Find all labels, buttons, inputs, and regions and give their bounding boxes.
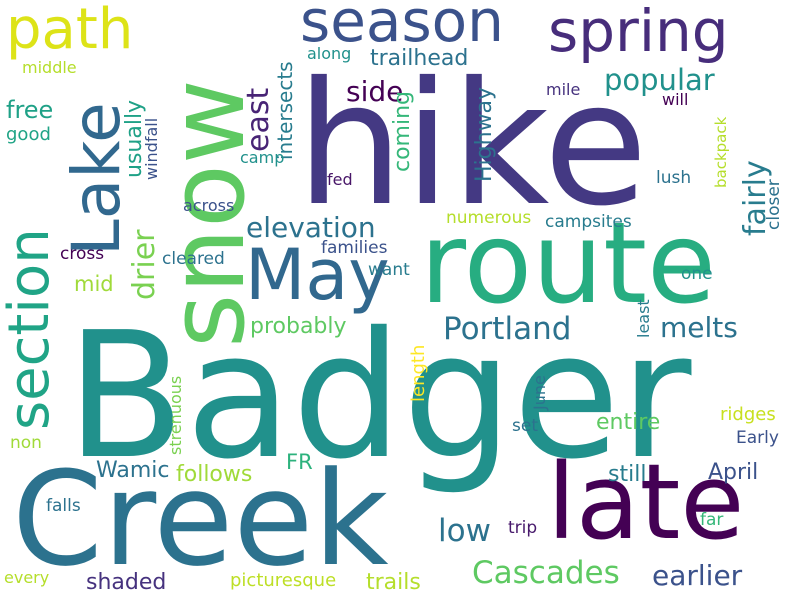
word-trailhead: trailhead — [370, 46, 469, 71]
word-lush: lush — [656, 168, 692, 188]
word-along: along — [307, 44, 352, 63]
word-drier: drier — [127, 229, 162, 300]
word-early: Early — [736, 428, 779, 448]
word-falls: falls — [46, 496, 81, 516]
word-east: east — [241, 87, 276, 152]
word-one: one — [681, 264, 713, 284]
word-shaded: shaded — [86, 570, 167, 595]
word-creek: Creek — [12, 443, 389, 595]
word-entire: entire — [596, 410, 661, 435]
word-section: section — [0, 228, 62, 430]
word-probably: probably — [250, 314, 347, 339]
word-badger: Badger — [66, 295, 692, 498]
word-free: free — [6, 96, 54, 124]
word-popular: popular — [604, 63, 715, 97]
word-closer: closer — [764, 179, 784, 230]
word-cross: cross — [60, 244, 105, 264]
word-path: path — [6, 0, 134, 62]
word-least: least — [634, 299, 653, 338]
word-june: June — [530, 375, 549, 410]
word-strenuous: strenuous — [166, 375, 185, 455]
word-families: families — [321, 238, 388, 258]
word-mid: mid — [74, 272, 114, 296]
word-side: side — [346, 75, 404, 108]
word-ridges: ridges — [720, 404, 776, 425]
word-may: May — [245, 234, 390, 316]
word-good: good — [6, 124, 51, 145]
word-portland: Portland — [443, 311, 572, 347]
word-across: across — [183, 196, 235, 215]
word-campsites: campsites — [545, 212, 632, 232]
word-windfall: windfall — [142, 117, 161, 180]
word-trip: trip — [508, 518, 538, 538]
word-wamic: Wamic — [96, 458, 170, 483]
word-route: route — [420, 199, 716, 329]
word-elevation: elevation — [246, 211, 376, 244]
word-lake: Lake — [58, 102, 135, 256]
word-will: will — [662, 90, 689, 109]
word-earlier: earlier — [652, 559, 743, 592]
word-far: far — [700, 510, 724, 530]
word-cleared: cleared — [162, 249, 225, 269]
word-want: want — [368, 260, 410, 280]
word-season: season — [300, 0, 504, 55]
word-melts: melts — [660, 311, 738, 344]
word-fr: FR — [286, 450, 313, 474]
word-every: every — [4, 568, 50, 587]
word-camp: camp — [240, 148, 285, 167]
word-intersects: intersects — [273, 61, 297, 160]
word-numerous: numerous — [446, 208, 532, 228]
word-set: set — [512, 416, 538, 436]
word-highway: Highway — [472, 86, 497, 182]
word-trails: trails — [366, 570, 421, 595]
word-cascades: Cascades — [472, 555, 620, 591]
word-middle: middle — [22, 58, 77, 77]
word-picturesque: picturesque — [230, 570, 337, 591]
word-coming: coming — [390, 90, 415, 172]
word-april: April — [708, 460, 759, 485]
word-late: late — [547, 441, 745, 563]
word-backpack: backpack — [712, 116, 730, 188]
word-follows: follows — [176, 462, 253, 487]
word-hike: hike — [296, 46, 648, 244]
word-low: low — [438, 513, 491, 549]
word-mile: mile — [546, 80, 581, 99]
word-fed: fed — [327, 170, 353, 189]
word-length: length — [408, 344, 429, 402]
word-non: non — [10, 433, 42, 453]
word-still: still — [608, 462, 647, 487]
word-spring: spring — [548, 0, 729, 65]
